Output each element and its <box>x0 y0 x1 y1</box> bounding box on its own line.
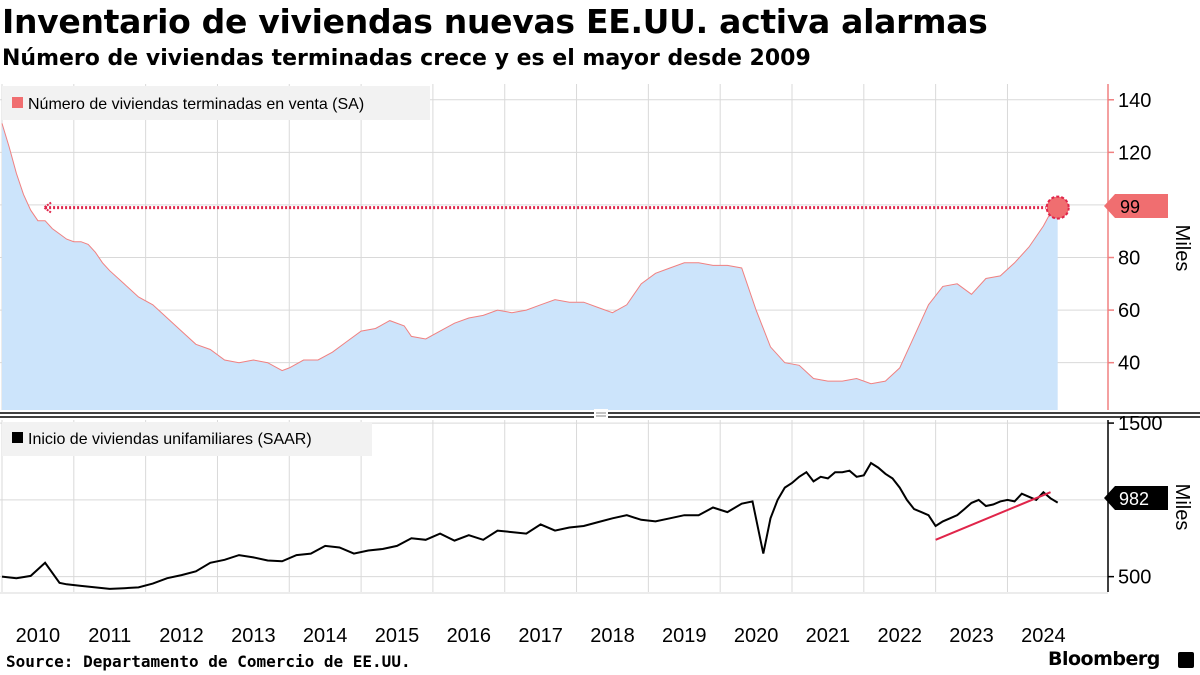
legend-top-label: Número de viviendas terminadas en venta … <box>28 96 364 113</box>
x-tick-label: 2019 <box>662 625 707 647</box>
x-tick-label: 2012 <box>159 625 204 647</box>
legend-top-box <box>2 86 430 120</box>
x-tick-label: 2020 <box>734 625 779 647</box>
trendline <box>935 491 1051 541</box>
brand-logo: Bloomberg <box>1048 648 1160 670</box>
bottom-y-axis-title: Miles <box>1171 484 1193 531</box>
line-series <box>1 461 1059 590</box>
legend-bottom-label: Inicio de viviendas unifamiliares (SAAR) <box>28 431 312 448</box>
bottom-panel-grid <box>0 420 1108 592</box>
chart-title: Inventario de viviendas nuevas EE.UU. ac… <box>2 2 988 41</box>
x-tick-label: 2014 <box>303 625 348 647</box>
y-tick-label: 120 <box>1118 142 1151 164</box>
bottom-last-value-badge <box>1104 486 1168 510</box>
bottom-last-value: 982 <box>1119 489 1149 509</box>
chart-subtitle: Número de viviendas terminadas crece y e… <box>2 46 811 71</box>
top-last-value: 99 <box>1120 197 1140 217</box>
bloomberg-icon <box>1178 652 1194 668</box>
y-tick-label: 60 <box>1118 300 1140 322</box>
x-tick-label: 2024 <box>1021 625 1066 647</box>
source-note: Source: Departamento de Comercio de EE.U… <box>6 652 411 671</box>
x-ticks: 2010 2011 2012 2013 2014 2015 2016 2017 2018 2019… <box>16 625 1066 647</box>
x-tick-label: 2023 <box>949 625 994 647</box>
x-tick-label: 2022 <box>877 625 922 647</box>
top-y-axis-title: Miles <box>1171 225 1193 272</box>
x-tick-label: 2017 <box>518 625 563 647</box>
highlight-circle <box>1045 195 1070 220</box>
legend-top-swatch <box>12 97 23 108</box>
area-series-line <box>1 123 1058 385</box>
y-tick-label: 500 <box>1118 567 1151 589</box>
bottom-y-ticks: 500 1500 <box>1108 413 1163 589</box>
divider-handle[interactable] <box>594 409 608 419</box>
area-series-fill <box>2 123 1058 411</box>
x-tick-label: 2011 <box>88 625 131 647</box>
x-tick-label: 2013 <box>231 625 276 647</box>
y-tick-label: 140 <box>1118 90 1151 112</box>
x-tick-label: 2021 <box>806 625 851 647</box>
y-tick-label: 40 <box>1118 353 1140 375</box>
x-tick-label: 2016 <box>447 625 492 647</box>
x-tick-label: 2015 <box>375 625 420 647</box>
x-tick-label: 2010 <box>16 625 61 647</box>
y-tick-label: 1500 <box>1118 413 1163 435</box>
legend-bottom-swatch <box>12 432 23 443</box>
x-tick-label: 2018 <box>590 625 635 647</box>
top-y-ticks: 40 60 80 120 140 <box>1108 90 1151 375</box>
top-last-value-badge <box>1104 194 1168 218</box>
y-tick-label: 80 <box>1118 248 1140 270</box>
legend-bottom-box <box>2 422 372 456</box>
